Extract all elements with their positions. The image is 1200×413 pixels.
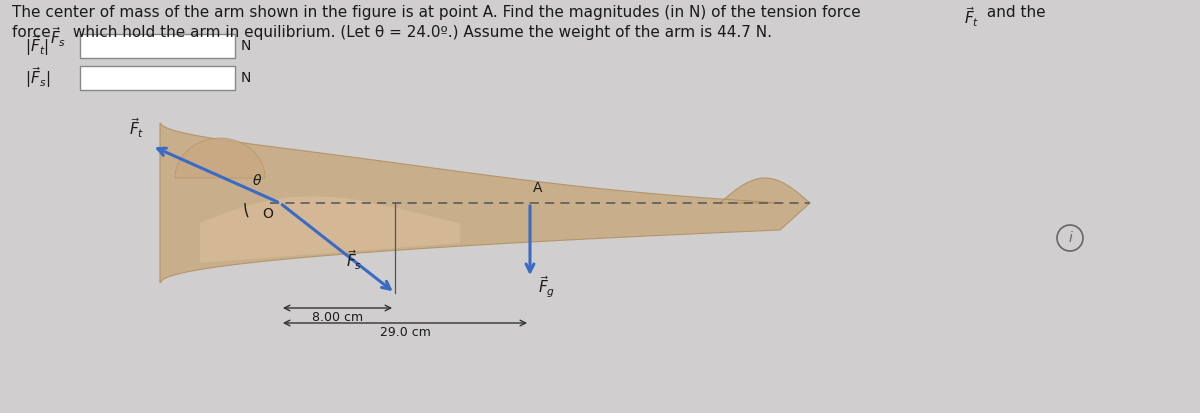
Text: $\vec{F}_s$: $\vec{F}_s$ bbox=[346, 248, 361, 272]
Text: $\vec{F}_t$: $\vec{F}_t$ bbox=[128, 116, 144, 140]
FancyBboxPatch shape bbox=[80, 66, 235, 90]
Text: O: O bbox=[262, 207, 272, 221]
Polygon shape bbox=[160, 123, 810, 283]
Text: $|\vec{F}_t|$: $|\vec{F}_t|$ bbox=[25, 33, 49, 59]
Text: $\theta$: $\theta$ bbox=[252, 173, 263, 188]
Text: $\vec{F}_t$: $\vec{F}_t$ bbox=[964, 5, 979, 28]
Text: A: A bbox=[533, 181, 542, 195]
Text: N: N bbox=[241, 71, 251, 85]
Text: and the: and the bbox=[982, 5, 1045, 20]
Text: 8.00 cm: 8.00 cm bbox=[312, 311, 364, 324]
Polygon shape bbox=[175, 138, 265, 178]
Text: force: force bbox=[12, 25, 55, 40]
Text: i: i bbox=[1068, 231, 1072, 245]
Text: The center of mass of the arm shown in the figure is at point A. Find the magnit: The center of mass of the arm shown in t… bbox=[12, 5, 865, 20]
Text: $\vec{F}_g$: $\vec{F}_g$ bbox=[538, 274, 556, 299]
Text: N: N bbox=[241, 39, 251, 53]
FancyBboxPatch shape bbox=[80, 34, 235, 58]
Text: $\vec{F}_s$: $\vec{F}_s$ bbox=[50, 25, 66, 49]
Text: 29.0 cm: 29.0 cm bbox=[379, 326, 431, 339]
Text: which hold the arm in equilibrium. (Let θ = 24.0º.) Assume the weight of the arm: which hold the arm in equilibrium. (Let … bbox=[68, 25, 772, 40]
Polygon shape bbox=[200, 196, 460, 263]
Text: $|\vec{F}_s|$: $|\vec{F}_s|$ bbox=[25, 66, 50, 90]
